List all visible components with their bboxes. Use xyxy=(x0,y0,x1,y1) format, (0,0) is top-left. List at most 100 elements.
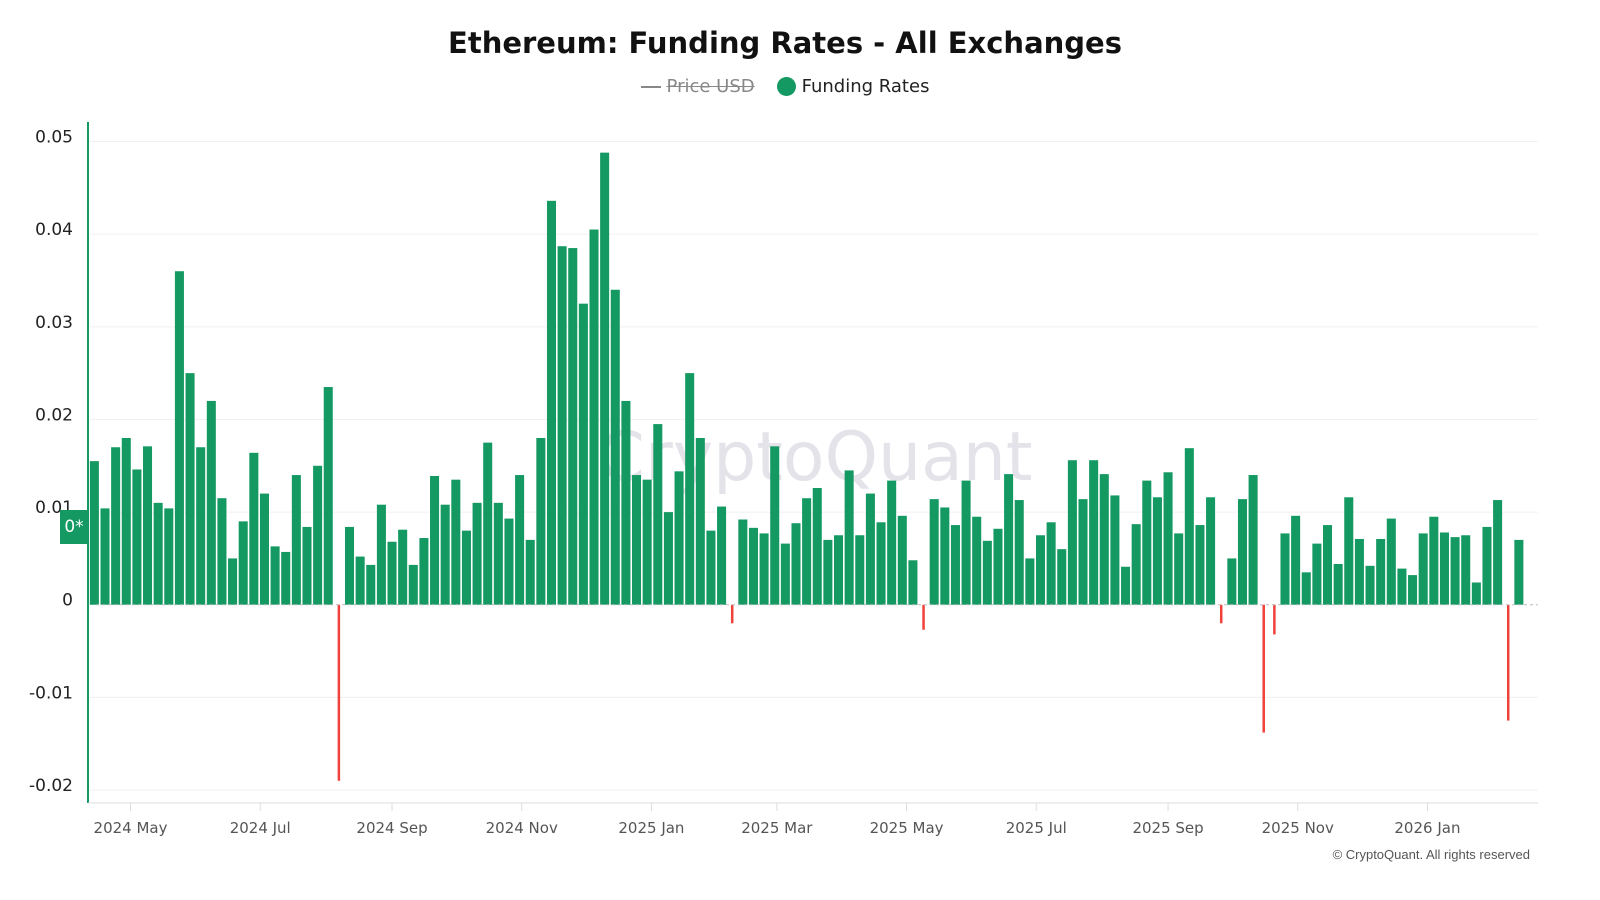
bar-positive xyxy=(270,546,280,605)
bar-positive xyxy=(1195,525,1205,605)
bar-positive xyxy=(589,229,599,605)
bar-positive xyxy=(1450,537,1460,605)
bar-positive xyxy=(153,502,163,605)
x-tick-label: 2024 Sep xyxy=(356,819,427,837)
bar-positive xyxy=(1301,572,1311,605)
bar-positive xyxy=(706,530,716,605)
bar-positive xyxy=(1121,566,1131,605)
x-tick-label: 2024 Nov xyxy=(486,819,558,837)
line-marker-icon xyxy=(640,85,661,88)
bar-positive xyxy=(865,493,875,605)
bar-positive xyxy=(1035,535,1046,605)
bar-positive xyxy=(982,540,992,605)
bar-positive xyxy=(504,518,514,605)
bar-positive xyxy=(419,538,429,605)
bar-positive xyxy=(1099,474,1109,605)
bar-positive xyxy=(217,498,227,605)
bar-positive xyxy=(738,519,748,605)
bar-positive xyxy=(759,533,769,605)
bar-positive xyxy=(642,479,652,605)
x-tick-label: 2024 Jul xyxy=(230,819,291,837)
bar-positive xyxy=(323,387,333,605)
bar-positive xyxy=(823,539,833,605)
bar-positive xyxy=(366,564,376,605)
bar-positive xyxy=(908,560,918,605)
bar-positive xyxy=(1089,460,1099,605)
bar-positive xyxy=(546,200,557,605)
bar-positive xyxy=(632,475,642,605)
bar-positive xyxy=(1323,525,1333,605)
bar-positive xyxy=(685,373,695,605)
bar-positive xyxy=(1482,526,1492,605)
bar-positive xyxy=(1471,582,1481,605)
bar-positive xyxy=(228,558,238,605)
legend-item-funding-rates[interactable]: Funding Rates xyxy=(776,76,930,97)
bar-positive xyxy=(791,523,801,605)
bar-positive xyxy=(600,152,610,605)
bar-positive xyxy=(238,521,248,605)
bar-positive xyxy=(802,498,812,605)
bar-positive xyxy=(1429,516,1439,605)
bar-positive xyxy=(121,437,131,605)
bar-positive xyxy=(313,465,323,605)
bar-positive xyxy=(663,512,673,605)
bar-positive xyxy=(1142,480,1152,605)
bar-positive xyxy=(143,446,153,605)
bar-positive xyxy=(844,470,854,605)
bar-positive xyxy=(493,502,503,605)
bar-positive xyxy=(281,551,291,605)
bar-negative xyxy=(1273,604,1276,635)
x-tick-label: 2025 Nov xyxy=(1262,819,1334,837)
bar-positive xyxy=(1354,538,1364,605)
bar-positive xyxy=(610,289,620,605)
bar-positive xyxy=(621,400,631,605)
bar-positive xyxy=(1291,515,1301,605)
bar-positive xyxy=(440,504,450,605)
x-tick-label: 2025 May xyxy=(870,819,944,837)
bar-positive xyxy=(897,515,907,605)
bar-positive xyxy=(132,469,142,605)
bar-positive xyxy=(355,556,365,605)
bar-positive xyxy=(1248,475,1258,605)
y-tick-label: 0.05 xyxy=(35,128,73,148)
legend-label: Funding Rates xyxy=(801,76,930,97)
bar-positive xyxy=(259,493,269,605)
x-tick-label: 2026 Jan xyxy=(1394,819,1460,837)
zero-badge: 0* xyxy=(60,510,88,544)
y-tick-label: -0.01 xyxy=(29,683,73,703)
bar-positive xyxy=(387,541,397,605)
bar-positive xyxy=(568,248,578,605)
dot-marker-icon xyxy=(776,77,796,96)
y-tick-label: 0.04 xyxy=(35,220,73,240)
bar-positive xyxy=(164,508,174,605)
bar-positive xyxy=(1025,558,1035,605)
bar-positive xyxy=(993,528,1003,605)
bar-positive xyxy=(940,507,950,605)
bar-positive xyxy=(1365,565,1375,605)
bar-positive xyxy=(812,488,822,605)
bar-positive xyxy=(1014,500,1024,605)
bar-positive xyxy=(100,508,110,605)
bar-positive xyxy=(1397,568,1407,605)
bar-positive xyxy=(206,400,216,605)
legend-label: Price USD xyxy=(666,76,755,97)
bar-positive xyxy=(89,461,99,605)
bar-positive xyxy=(1514,539,1524,605)
bar-negative xyxy=(922,604,925,630)
bar-positive xyxy=(451,479,461,605)
bar-positive xyxy=(674,471,684,605)
bar-positive xyxy=(1493,500,1503,605)
bar-positive xyxy=(461,530,471,605)
chart-title: Ethereum: Funding Rates - All Exchanges xyxy=(448,26,1122,60)
bar-positive xyxy=(1227,558,1237,605)
bar-positive xyxy=(950,525,960,605)
bar-negative xyxy=(1219,604,1223,624)
bar-positive xyxy=(408,564,418,605)
bar-negative xyxy=(730,604,734,624)
bar-positive xyxy=(1078,499,1088,605)
bar-positive xyxy=(1206,497,1216,605)
legend-item-price-usd[interactable]: Price USD xyxy=(640,76,755,97)
bar-positive xyxy=(1067,460,1077,605)
bar-positive xyxy=(1174,533,1184,605)
bar-positive xyxy=(1131,524,1141,605)
